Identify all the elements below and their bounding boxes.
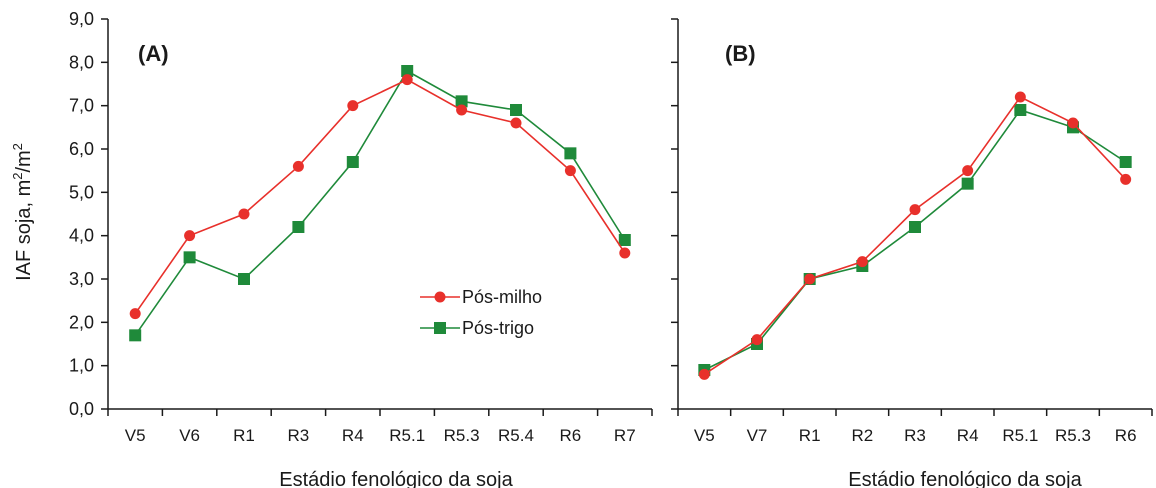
axes-layer <box>101 18 1153 416</box>
panel-a-point-milho <box>619 247 631 259</box>
legend-label-trigo: Pós-trigo <box>462 318 534 338</box>
panel-b-x-tick-label: R5.3 <box>1055 426 1091 445</box>
panel-b-x-tick-label: V5 <box>694 426 715 445</box>
panel-a-x-axis-label: Estádio fenológico da soja <box>279 469 513 488</box>
panel-b-series-trigo-line <box>703 109 1127 371</box>
panel-a-label: (A) <box>138 41 169 66</box>
panel-b-point-milho <box>1014 91 1026 103</box>
panel-a-series-trigo-line <box>134 69 626 336</box>
panel-b-point-milho <box>856 256 868 268</box>
panel-a-point-milho <box>401 74 413 86</box>
legend-marker-trigo <box>434 322 446 334</box>
y-axis-label-main: IAF soja, m <box>13 180 35 281</box>
panel-b-x-tick-label: V7 <box>747 426 768 445</box>
panel-a-point-milho <box>292 160 304 172</box>
panel-b-point-trigo <box>1119 156 1132 168</box>
panel-a-point-trigo <box>455 95 468 108</box>
panel-a-point-milho <box>238 208 250 220</box>
y-axis-label: IAF soja, m2/m2 <box>10 143 35 281</box>
legend-label-milho: Pós-milho <box>462 287 542 307</box>
panel-a-x-tick-label: R4 <box>342 426 364 445</box>
panel-a-x-tick-label: R1 <box>233 426 255 445</box>
panel-b-point-milho <box>698 368 710 380</box>
panel-a-x-tick-label: R6 <box>560 426 582 445</box>
panel-b-x-tick-label: R6 <box>1115 426 1137 445</box>
panel-b-point-milho <box>909 204 921 216</box>
panel-a-y-tick-label: 7,0 <box>69 96 94 116</box>
panel-a-point-trigo <box>183 251 196 264</box>
y-axis-label-sup2: 2 <box>10 143 25 150</box>
panel-a-point-trigo <box>292 221 305 233</box>
panel-a-point-milho <box>129 308 141 320</box>
panel-b-point-milho <box>804 273 816 285</box>
panel-a-y-tick-label: 2,0 <box>69 312 94 332</box>
panel-a-point-trigo <box>564 147 577 160</box>
panel-b-point-milho <box>1067 117 1079 129</box>
panel-b-point-trigo <box>961 177 974 190</box>
panel-a-x-tick-label: R5.1 <box>389 426 425 445</box>
panel-b-point-trigo <box>909 221 921 233</box>
panel-a-x-tick-label: V5 <box>125 426 146 445</box>
panel-b-x-axis-label: Estádio fenológico da soja <box>848 469 1082 488</box>
panel-a-point-trigo <box>510 104 522 116</box>
y-axis-label-sup1: 2 <box>10 173 25 180</box>
panel-a-x-tick-label: R5.3 <box>444 426 480 445</box>
panel-a-x-tick-label: R3 <box>288 426 310 445</box>
panel-a-series-milho-line <box>134 78 626 315</box>
panel-b-point-trigo <box>1014 104 1027 116</box>
panel-b-point-milho <box>1120 173 1132 185</box>
panel-a-x-tick-label: V6 <box>179 426 200 445</box>
panel-a-point-milho <box>564 165 576 177</box>
panel-b-point-milho <box>751 334 763 346</box>
panel-a-x-tick-label: R7 <box>614 426 636 445</box>
panel-a-y-tick-label: 0,0 <box>69 399 94 419</box>
panel-a-point-trigo <box>401 65 414 77</box>
panel-a-y-tick-label: 5,0 <box>69 182 94 202</box>
panel-b-series-milho-line <box>703 95 1127 376</box>
panel-b-x-tick-label: R2 <box>851 426 873 445</box>
panel-b-x-tick-label: R4 <box>957 426 979 445</box>
panel-a-point-trigo <box>618 234 631 246</box>
legend-marker-milho <box>434 291 446 303</box>
panel-b-point-milho <box>962 165 974 177</box>
panel-a-y-tick-label: 4,0 <box>69 226 94 246</box>
panel-a-point-milho <box>456 104 468 116</box>
y-axis-label-mid: /m <box>13 150 35 172</box>
panel-a-point-milho <box>347 100 359 112</box>
panel-b-x-tick-label: R1 <box>799 426 821 445</box>
series-layer <box>129 65 1132 380</box>
panel-b-x-tick-label: R3 <box>904 426 926 445</box>
panel-b-label: (B) <box>725 41 756 66</box>
panel-a-point-milho <box>184 230 196 242</box>
panel-a-y-tick-label: 6,0 <box>69 139 94 159</box>
panel-a-y-tick-label: 1,0 <box>69 356 94 376</box>
panel-a-point-milho <box>510 117 522 129</box>
panel-a-y-tick-label: 3,0 <box>69 269 94 289</box>
panel-a-point-trigo <box>238 273 250 285</box>
panel-a-y-tick-label: 8,0 <box>69 52 94 72</box>
panel-a-y-tick-label: 9,0 <box>69 9 94 29</box>
panel-a-point-trigo <box>129 329 142 342</box>
text-layer: 0,0 1,0 2,0 3,0 4,0 5,0 6,0 7,0 8,0 9,0 V5 V6 R1 R3 R4… <box>69 9 1137 488</box>
panel-b-x-tick-label: R5.1 <box>1002 426 1038 445</box>
panel-a-x-tick-label: R5.4 <box>498 426 534 445</box>
panel-a-point-trigo <box>346 156 359 168</box>
